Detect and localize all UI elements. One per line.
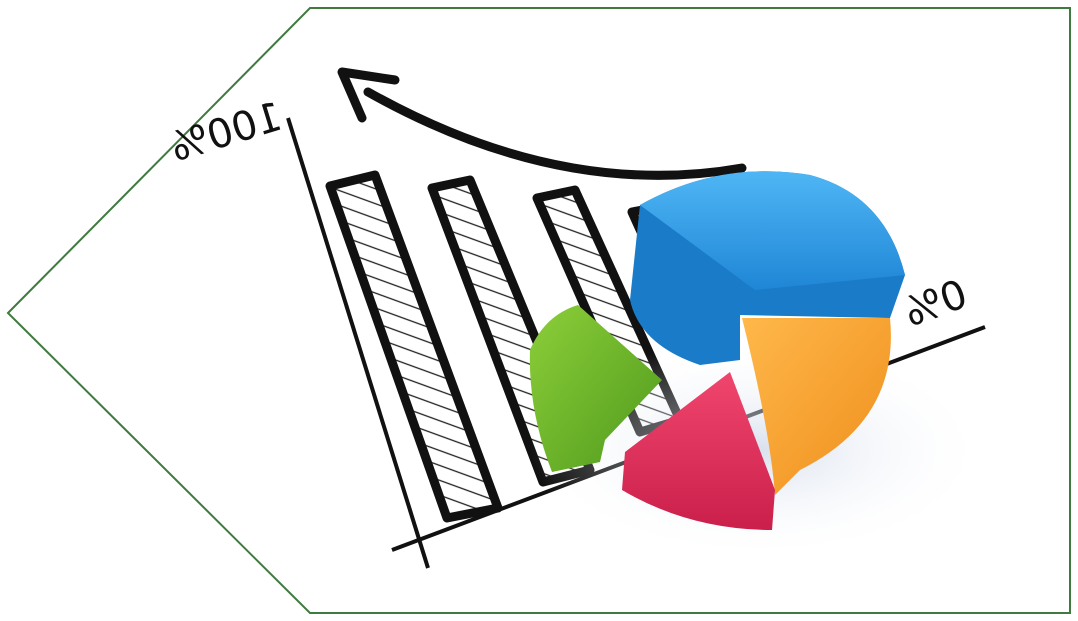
pie-slice [622, 372, 775, 530]
arrow-head [337, 67, 400, 123]
axis [286, 117, 430, 569]
pie-slice [742, 318, 891, 495]
pie-slice [529, 305, 662, 472]
bar [325, 170, 503, 523]
arrow [363, 87, 747, 180]
pie-slice [640, 171, 905, 290]
